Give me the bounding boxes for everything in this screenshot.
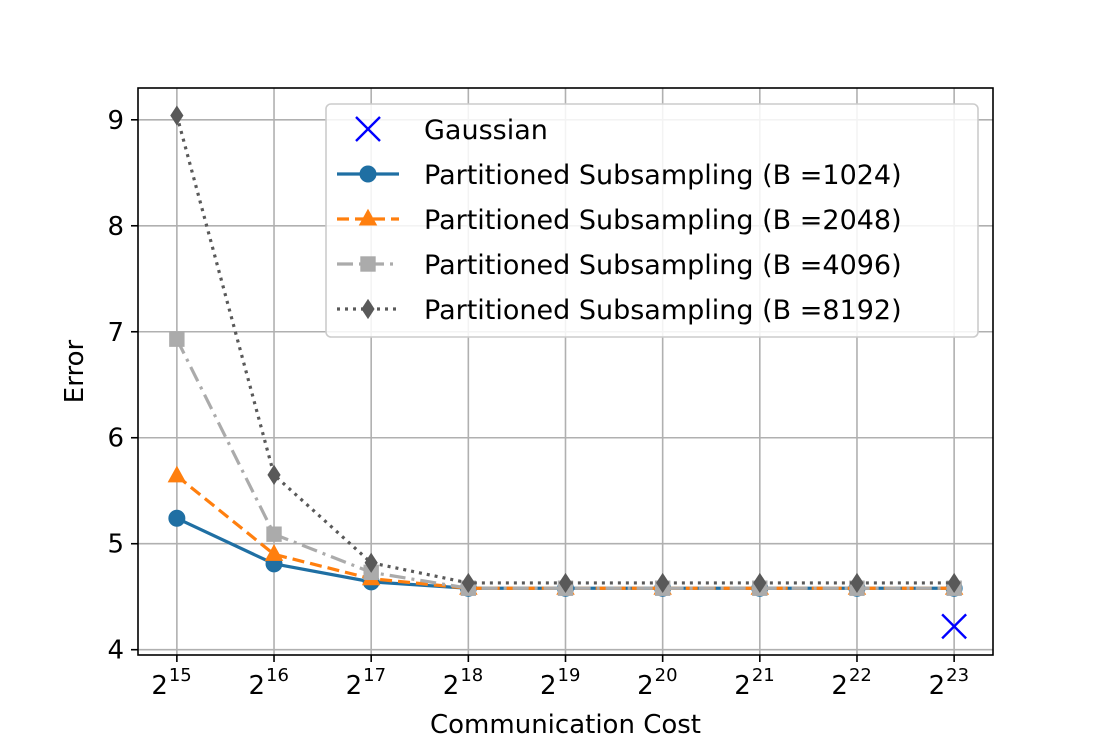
data-point bbox=[264, 544, 284, 561]
x-tick-label-base: 2 bbox=[151, 671, 168, 701]
data-point bbox=[753, 572, 767, 594]
y-axis-label: Error bbox=[60, 340, 90, 404]
marker-stroke bbox=[941, 613, 967, 640]
data-point bbox=[850, 572, 864, 594]
legend-item: Partitioned Subsampling (B =2048) bbox=[337, 205, 902, 236]
y-tick-label: 7 bbox=[107, 318, 124, 348]
legend-marker bbox=[360, 256, 376, 272]
x-tick-label-base: 2 bbox=[734, 671, 751, 701]
data-point bbox=[167, 465, 187, 483]
legend-label: Partitioned Subsampling (B =2048) bbox=[424, 205, 902, 236]
series-4 bbox=[170, 105, 961, 594]
x-tick-label-exponent: 18 bbox=[460, 665, 483, 686]
data-point bbox=[170, 105, 184, 126]
legend-item: Gaussian bbox=[355, 115, 548, 146]
data-point bbox=[947, 572, 961, 594]
x-tick-label-base: 2 bbox=[540, 671, 557, 701]
x-tick-label-exponent: 20 bbox=[655, 665, 678, 686]
legend-item: Partitioned Subsampling (B =1024) bbox=[337, 160, 902, 191]
legend: Gaussian Partitioned Subsampling (B =1024… bbox=[325, 103, 979, 338]
legend-label: Partitioned Subsampling (B =4096) bbox=[424, 250, 902, 281]
y-tick-label: 6 bbox=[107, 424, 124, 454]
data-point bbox=[558, 572, 573, 594]
legend-label: Gaussian bbox=[424, 115, 548, 146]
data-point bbox=[656, 572, 670, 594]
series-line bbox=[175, 338, 955, 590]
legend-label: Partitioned Subsampling (B =1024) bbox=[424, 160, 902, 191]
y-tick-label: 8 bbox=[107, 212, 124, 242]
data-point bbox=[364, 552, 378, 573]
x-tick-label-base: 2 bbox=[443, 671, 460, 701]
data-point bbox=[461, 572, 475, 594]
x-tick-label-base: 2 bbox=[929, 671, 946, 701]
data-point bbox=[168, 509, 186, 527]
x-tick-label-base: 2 bbox=[248, 671, 265, 701]
legend-box bbox=[325, 103, 979, 338]
legend-marker bbox=[355, 116, 381, 142]
series-0 bbox=[941, 613, 967, 640]
x-tick-label-exponent: 15 bbox=[169, 665, 192, 686]
y-tick-label: 9 bbox=[107, 106, 124, 136]
legend-marker bbox=[361, 298, 375, 320]
marker-stroke bbox=[355, 116, 381, 142]
y-tick-label: 4 bbox=[107, 636, 124, 666]
data-point bbox=[169, 331, 185, 347]
x-tick-label-exponent: 21 bbox=[752, 665, 775, 686]
data-point bbox=[267, 464, 281, 485]
legend-item: Partitioned Subsampling (B =8192) bbox=[337, 295, 902, 326]
x-tick-label-exponent: 16 bbox=[266, 665, 289, 686]
y-tick-label: 5 bbox=[107, 530, 124, 560]
x-tick-label-base: 2 bbox=[346, 671, 363, 701]
data-point bbox=[266, 526, 282, 542]
x-tick-label-exponent: 23 bbox=[946, 665, 969, 686]
legend-label: Partitioned Subsampling (B =8192) bbox=[424, 295, 902, 326]
data-point bbox=[941, 613, 967, 640]
legend-item: Partitioned Subsampling (B =4096) bbox=[337, 250, 902, 281]
series-layer bbox=[167, 105, 967, 640]
legend-marker bbox=[359, 165, 377, 183]
x-axis: 2 15 2 16 2 17 2 18 2 19 2 20 2 21 2 22 2 23 bbox=[151, 655, 969, 701]
y-axis: 4 5 6 7 8 9 bbox=[107, 106, 138, 666]
x-tick-label-base: 2 bbox=[831, 671, 848, 701]
x-tick-label-exponent: 17 bbox=[363, 665, 386, 686]
x-tick-label-exponent: 22 bbox=[849, 665, 872, 686]
x-axis-label: Communication Cost bbox=[430, 710, 701, 736]
legend-marker bbox=[358, 208, 378, 226]
x-tick-label-base: 2 bbox=[637, 671, 654, 701]
x-tick-label-exponent: 19 bbox=[558, 665, 581, 686]
